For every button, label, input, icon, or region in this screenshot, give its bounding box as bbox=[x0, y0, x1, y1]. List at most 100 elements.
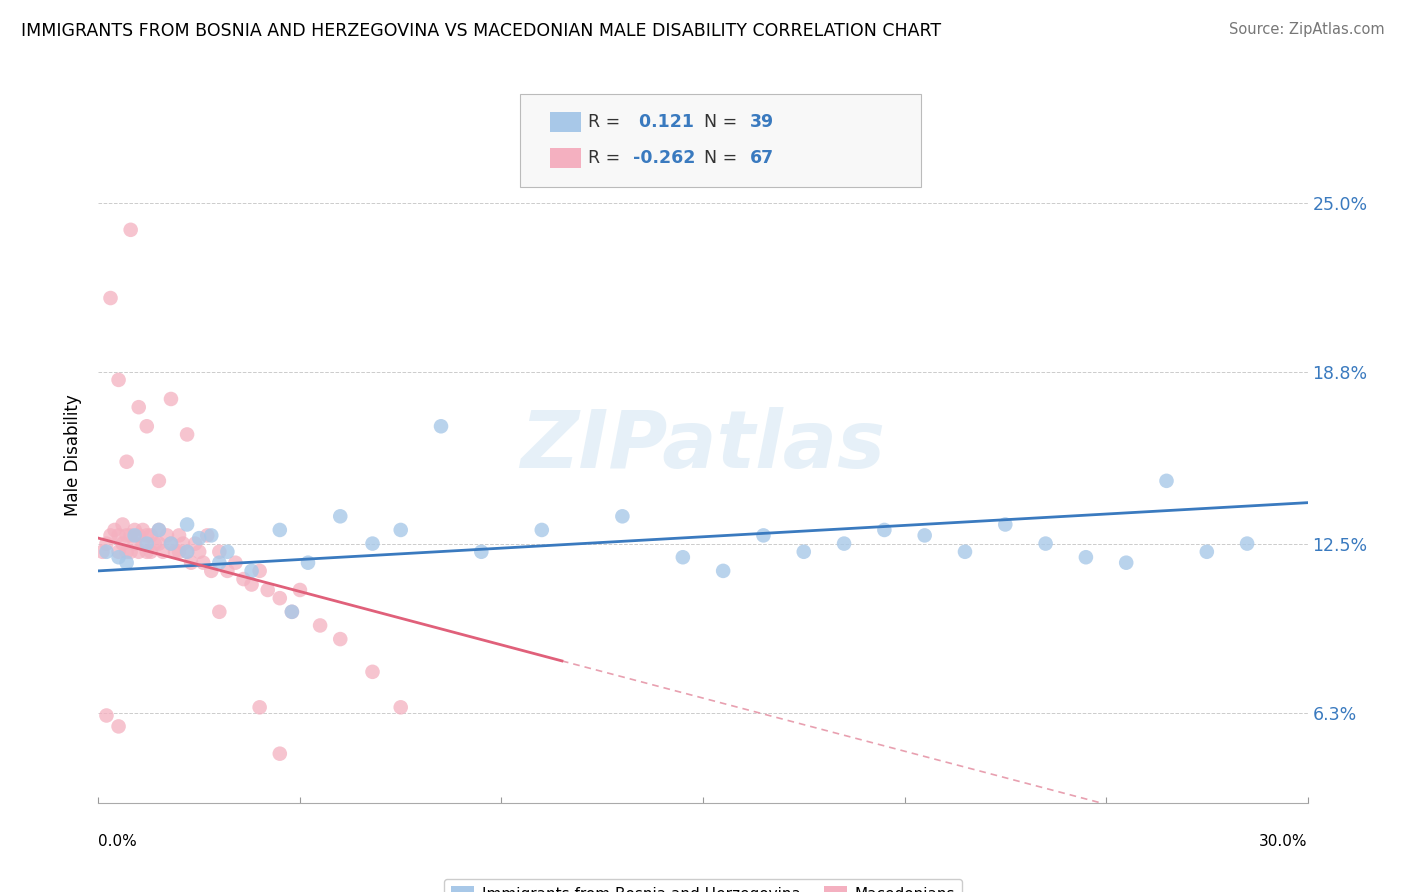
Point bbox=[135, 419, 157, 434]
Point bbox=[176, 517, 198, 532]
Point bbox=[139, 545, 162, 559]
Point bbox=[148, 523, 170, 537]
Point bbox=[107, 719, 129, 733]
Point bbox=[163, 545, 186, 559]
Text: ZIPatlas: ZIPatlas bbox=[520, 407, 886, 485]
Point bbox=[115, 545, 138, 559]
Point bbox=[832, 536, 855, 550]
Point bbox=[148, 474, 170, 488]
Text: 0.121: 0.121 bbox=[633, 113, 693, 131]
Legend: Immigrants from Bosnia and Herzegovina, Macedonians: Immigrants from Bosnia and Herzegovina, … bbox=[444, 879, 962, 892]
Point bbox=[96, 708, 118, 723]
Point bbox=[188, 531, 211, 545]
Point bbox=[156, 528, 179, 542]
Text: 67: 67 bbox=[749, 149, 773, 167]
Point bbox=[249, 564, 271, 578]
Point bbox=[124, 536, 146, 550]
Point bbox=[309, 618, 332, 632]
Point bbox=[389, 523, 412, 537]
Point bbox=[953, 545, 976, 559]
Point bbox=[100, 528, 122, 542]
Point bbox=[208, 545, 231, 559]
Point bbox=[269, 591, 291, 606]
Point bbox=[711, 564, 734, 578]
Point bbox=[1115, 556, 1137, 570]
Point bbox=[1035, 536, 1057, 550]
Text: N =: N = bbox=[693, 113, 742, 131]
Point bbox=[200, 564, 222, 578]
Point bbox=[1236, 536, 1258, 550]
Point bbox=[994, 517, 1017, 532]
Point bbox=[793, 545, 815, 559]
Point bbox=[249, 700, 271, 714]
Text: 39: 39 bbox=[749, 113, 773, 131]
Point bbox=[288, 582, 311, 597]
Point bbox=[217, 545, 239, 559]
Point bbox=[115, 528, 138, 542]
Point bbox=[281, 605, 304, 619]
Point bbox=[100, 291, 122, 305]
Point bbox=[160, 536, 183, 550]
Point bbox=[297, 556, 319, 570]
Point bbox=[128, 400, 150, 414]
Point bbox=[124, 523, 146, 537]
Point bbox=[281, 605, 304, 619]
Point bbox=[430, 419, 453, 434]
Point bbox=[256, 582, 278, 597]
Point bbox=[1156, 474, 1178, 488]
Point bbox=[217, 564, 239, 578]
Point bbox=[115, 556, 138, 570]
Point bbox=[873, 523, 896, 537]
Point bbox=[135, 545, 157, 559]
Text: R =: R = bbox=[588, 149, 626, 167]
Text: 0.0%: 0.0% bbox=[98, 834, 138, 849]
Point bbox=[107, 528, 129, 542]
Point bbox=[148, 536, 170, 550]
Point bbox=[135, 536, 157, 550]
Point bbox=[232, 572, 254, 586]
Text: R =: R = bbox=[588, 113, 626, 131]
Point bbox=[160, 392, 183, 406]
Point bbox=[115, 455, 138, 469]
Point bbox=[612, 509, 634, 524]
Point bbox=[96, 545, 118, 559]
Point bbox=[120, 545, 142, 559]
Point bbox=[160, 536, 183, 550]
Point bbox=[329, 632, 352, 646]
Point bbox=[124, 528, 146, 542]
Point bbox=[91, 545, 114, 559]
Point bbox=[172, 536, 194, 550]
Point bbox=[672, 550, 695, 565]
Point bbox=[224, 556, 246, 570]
Point bbox=[184, 536, 207, 550]
Point bbox=[176, 545, 198, 559]
Point bbox=[176, 427, 198, 442]
Point bbox=[752, 528, 775, 542]
Point bbox=[132, 536, 155, 550]
Point bbox=[111, 536, 134, 550]
Point bbox=[152, 545, 174, 559]
Point bbox=[208, 556, 231, 570]
Point bbox=[135, 528, 157, 542]
Point bbox=[269, 747, 291, 761]
Point bbox=[107, 545, 129, 559]
Point bbox=[176, 545, 198, 559]
Point bbox=[1074, 550, 1097, 565]
Point bbox=[139, 528, 162, 542]
Point bbox=[193, 556, 215, 570]
Text: 30.0%: 30.0% bbox=[1260, 834, 1308, 849]
Point bbox=[128, 528, 150, 542]
Point bbox=[1195, 545, 1218, 559]
Point bbox=[361, 665, 384, 679]
Point bbox=[195, 528, 218, 542]
Point bbox=[361, 536, 384, 550]
Point bbox=[200, 528, 222, 542]
Point bbox=[103, 523, 125, 537]
Point bbox=[132, 523, 155, 537]
Text: Source: ZipAtlas.com: Source: ZipAtlas.com bbox=[1229, 22, 1385, 37]
Point bbox=[530, 523, 553, 537]
Point bbox=[128, 545, 150, 559]
Point bbox=[167, 545, 190, 559]
Point bbox=[180, 556, 202, 570]
Point bbox=[148, 523, 170, 537]
